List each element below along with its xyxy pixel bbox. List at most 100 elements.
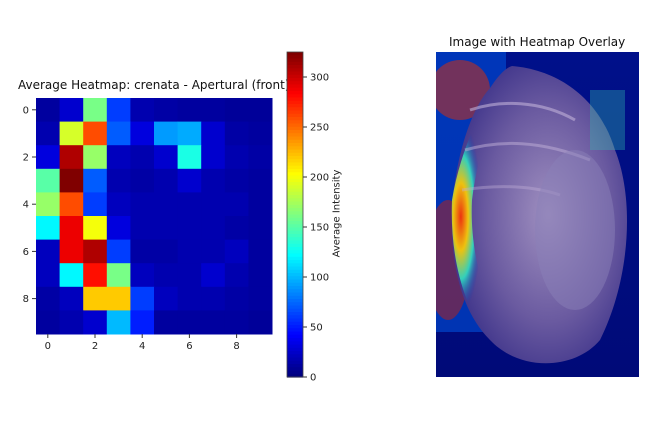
heatmap-cell-6-4 (130, 239, 155, 264)
heatmap-cell-7-1 (59, 263, 84, 288)
colorbar-segment (287, 188, 303, 193)
colorbar-segment (287, 295, 303, 300)
colorbar-segment (287, 360, 303, 365)
heatmap-cell-1-1 (59, 121, 84, 146)
heatmap-cell-1-9 (248, 121, 273, 146)
colorbar-segment (287, 195, 303, 199)
colorbar-segment (287, 191, 303, 196)
colorbar-segment (287, 370, 303, 375)
colorbar-segment (287, 68, 303, 73)
heatmap-cell-9-2 (83, 310, 108, 335)
colorbar-segment (287, 55, 303, 60)
heatmap-cell-2-7 (201, 145, 226, 170)
heatmap-cell-5-2 (83, 216, 108, 241)
heatmap-cell-7-7 (201, 263, 226, 288)
heatmap-cell-9-5 (154, 310, 179, 335)
colorbar-segment (287, 169, 303, 173)
heatmap-cell-0-8 (224, 98, 249, 123)
colorbar-segment (287, 247, 303, 251)
heatmap-cell-8-4 (130, 286, 155, 311)
heatmap-cell-3-2 (83, 168, 108, 193)
heatmap-cell-3-8 (224, 168, 249, 193)
heatmap-cell-8-9 (248, 286, 273, 311)
heatmap-cell-3-3 (106, 168, 131, 193)
heatmap-cell-6-3 (106, 239, 131, 264)
heatmap-cell-1-2 (83, 121, 108, 146)
colorbar-segment (287, 149, 303, 154)
heatmap-cell-0-3 (106, 98, 131, 123)
heatmap-cell-6-9 (248, 239, 273, 264)
colorbar-segment (287, 305, 303, 310)
colorbar-segment (287, 156, 303, 160)
y-tick-label: 2 (23, 153, 29, 164)
x-tick-label: 0 (45, 341, 51, 352)
heatmap-title: Average Heatmap: crenata - Apertural (fr… (18, 78, 288, 92)
heatmap-cell-5-9 (248, 216, 273, 241)
colorbar-segment (287, 107, 303, 112)
heatmap-cell-2-6 (177, 145, 202, 170)
colorbar-segment (287, 237, 303, 242)
colorbar-segment (287, 136, 303, 141)
heatmap-cell-2-9 (248, 145, 273, 170)
heatmap-cell-2-8 (224, 145, 249, 170)
heatmap-cell-0-5 (154, 98, 179, 123)
colorbar-segment (287, 240, 303, 245)
colorbar-segment (287, 162, 303, 167)
colorbar-segment (287, 279, 303, 284)
colorbar-segment (287, 253, 303, 258)
heatmap-cell-0-6 (177, 98, 202, 123)
colorbar-segment (287, 65, 303, 69)
heatmap-cell-7-2 (83, 263, 108, 288)
colorbar-segment (287, 266, 303, 271)
colorbar-segment (287, 143, 303, 147)
heatmap-cell-2-0 (36, 145, 61, 170)
heatmap-cell-6-5 (154, 239, 179, 264)
heatmap-cell-1-0 (36, 121, 61, 146)
colorbar-segment (287, 217, 303, 222)
heatmap-cell-2-3 (106, 145, 131, 170)
colorbar-segment (287, 312, 303, 316)
heatmap-cell-0-2 (83, 98, 108, 123)
colorbar-segment (287, 328, 303, 333)
heatmap-cell-6-6 (177, 239, 202, 264)
colorbar-segment (287, 208, 303, 212)
heatmap-cell-7-4 (130, 263, 155, 288)
heatmap-cell-9-6 (177, 310, 202, 335)
colorbar-segment (287, 230, 303, 235)
colorbar-segment (287, 97, 303, 102)
colorbar-segment (287, 289, 303, 294)
heatmap-cell-3-7 (201, 168, 226, 193)
heatmap-cell-1-6 (177, 121, 202, 146)
heatmap-cell-5-8 (224, 216, 249, 241)
colorbar-segment (287, 201, 303, 206)
colorbar-segment (287, 224, 303, 229)
heatmap-cell-5-0 (36, 216, 61, 241)
colorbar-frame (286, 51, 304, 378)
heatmap-cell-3-4 (130, 168, 155, 193)
heatmap-cell-9-7 (201, 310, 226, 335)
heatmap-cell-6-0 (36, 239, 61, 264)
colorbar-segment (287, 178, 303, 183)
colorbar-segment (287, 234, 303, 238)
heatmap-cell-7-9 (248, 263, 273, 288)
colorbar-tick-label: 200 (310, 173, 329, 184)
colorbar-segment (287, 302, 303, 307)
colorbar-tick-label: 150 (310, 223, 329, 234)
heatmap-cell-5-7 (201, 216, 226, 241)
colorbar-segment (287, 185, 303, 190)
colorbar-segment (287, 292, 303, 297)
colorbar-segment (287, 126, 303, 131)
colorbar-segment (287, 120, 303, 125)
colorbar-segment (287, 198, 303, 203)
heatmap-cell-0-9 (248, 98, 273, 123)
colorbar-segment (287, 286, 303, 290)
colorbar-segment (287, 250, 303, 255)
colorbar-segment (287, 334, 303, 339)
heatmap-cell-4-7 (201, 192, 226, 217)
colorbar-segment (287, 227, 303, 232)
colorbar-segment (287, 354, 303, 359)
heatmap-cell-0-1 (59, 98, 84, 123)
x-tick-label: 2 (92, 341, 98, 352)
